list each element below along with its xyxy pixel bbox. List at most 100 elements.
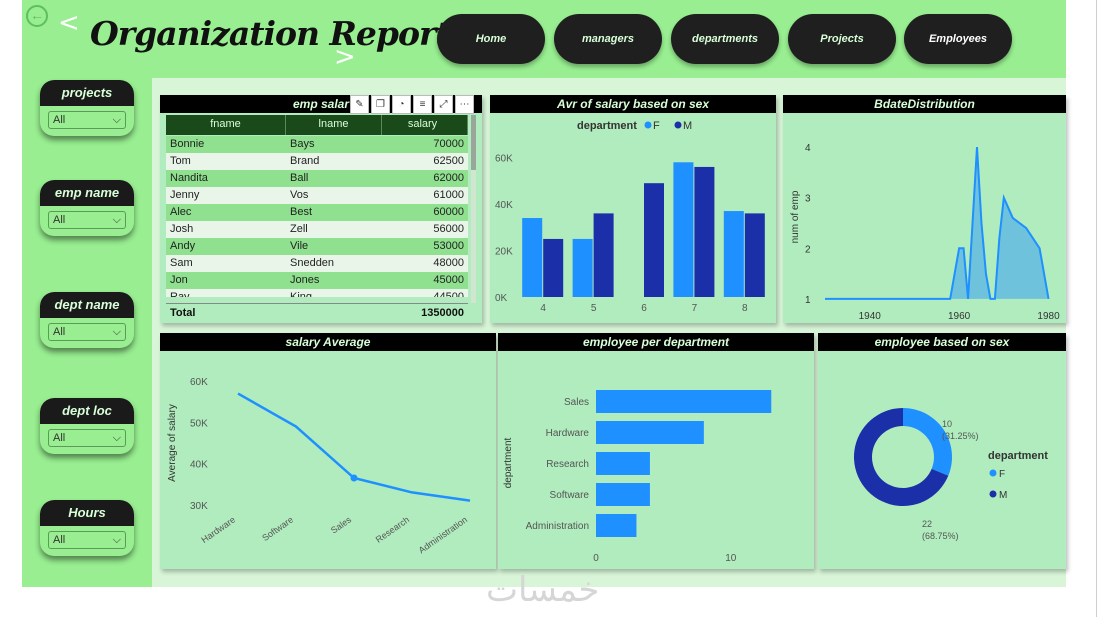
slicer-value: All	[53, 534, 66, 546]
slicer-value: All	[53, 432, 66, 444]
y-tick-label: 4	[805, 143, 811, 154]
table-cell: 62500	[433, 155, 464, 167]
x-tick-label: Sales	[329, 514, 354, 535]
bar-F	[723, 211, 744, 297]
table-cell: 48000	[433, 257, 464, 269]
slicer-dropdown[interactable]: All ⌵	[48, 531, 126, 549]
x-tick-label: Administration	[417, 514, 469, 555]
data-label-value: 10	[942, 419, 952, 429]
table-cell: Jones	[290, 274, 320, 286]
slicer-title: projects	[40, 80, 134, 106]
table-row[interactable]: Tom Brand 62500	[166, 153, 468, 170]
visual-toolbar: ✎ ❐ ◔ ≡ ⤢ ⋯	[350, 95, 474, 115]
expand-icon[interactable]: ⤢	[434, 95, 453, 114]
series-line	[237, 392, 471, 502]
chevron-down-icon: ⌵	[112, 431, 121, 444]
deco-chevron-right: >	[334, 42, 356, 72]
avg-salary-bar-chart: department F M 0K 20K 40K 60K 4 5 6 7 8	[495, 120, 765, 314]
table-row[interactable]: Jon Jones 45000	[166, 272, 468, 289]
y-tick-label: 40K	[190, 460, 208, 471]
table-row[interactable]: Nandita Ball 62000	[166, 170, 468, 187]
column-header[interactable]: lname	[286, 115, 382, 135]
data-point	[350, 474, 358, 482]
legend-label: F	[999, 469, 1005, 480]
total-value: 1350000	[421, 307, 464, 319]
table-cell: 44500	[433, 291, 464, 297]
data-label-pct: (31.25%)	[942, 431, 979, 441]
page-title: Organization Report	[90, 14, 451, 53]
slicer-emp-name: emp name All ⌵	[40, 180, 134, 236]
column-header[interactable]: salary	[382, 115, 468, 135]
y-tick-label: 40K	[495, 200, 513, 211]
x-tick-label: 0	[593, 553, 599, 564]
nav-departments-button[interactable]: departments	[671, 14, 779, 64]
y-tick-label: 20K	[495, 247, 513, 258]
slicer-dropdown[interactable]: All ⌵	[48, 211, 126, 229]
right-edge-line	[1096, 0, 1097, 617]
top-bar: ← < Organization Report > Home managers …	[22, 0, 1066, 78]
nav-home-button[interactable]: Home	[437, 14, 545, 64]
bar	[596, 452, 650, 475]
data-label-value: 22	[922, 519, 932, 529]
table-cell: Ball	[290, 172, 309, 184]
employee-based-on-sex-panel: employee based on sex 10 (31.25%) 22 (68.75…	[818, 333, 1066, 569]
more-icon[interactable]: ⋯	[455, 95, 474, 114]
slicer-dropdown[interactable]: All ⌵	[48, 111, 126, 129]
table-row[interactable]: Alec Best 60000	[166, 204, 468, 221]
column-header[interactable]: fname	[166, 115, 286, 135]
y-tick-label: Hardware	[546, 428, 590, 439]
panel-title: employee per department	[498, 333, 814, 351]
table-cell: 45000	[433, 274, 464, 286]
filter-icon[interactable]: ≡	[413, 95, 432, 114]
table-header: fname lname salary	[166, 115, 468, 135]
table-scrollbar[interactable]	[471, 115, 476, 303]
legend-title: department	[988, 450, 1048, 462]
watermark: خمسات	[486, 570, 600, 610]
scrollbar-thumb[interactable]	[471, 115, 476, 170]
table-cell: Andy	[170, 240, 196, 252]
x-tick-label: 10	[725, 553, 737, 564]
slicer-dept-loc: dept loc All ⌵	[40, 398, 134, 454]
bar-M	[593, 213, 614, 297]
table-row[interactable]: Josh Zell 56000	[166, 221, 468, 238]
table-row[interactable]: Bonnie Bays 70000	[166, 136, 468, 153]
table-row[interactable]: Sam Snedden 48000	[166, 255, 468, 272]
avg-salary-by-sex-panel: Avr of salary based on sex department F M 0…	[490, 95, 776, 323]
slicer-title: dept loc	[40, 398, 134, 424]
y-tick-label: Sales	[564, 397, 589, 408]
slicer-dropdown[interactable]: All ⌵	[48, 429, 126, 447]
chevron-down-icon: ⌵	[112, 213, 121, 226]
x-tick-label: 8	[742, 303, 748, 314]
table-cell: 53000	[433, 240, 464, 252]
table-cell: 62000	[433, 172, 464, 184]
bell-icon[interactable]: ◔	[392, 95, 411, 114]
copy-icon[interactable]: ❐	[371, 95, 390, 114]
y-axis-title: Average of salary	[167, 404, 178, 482]
slicer-value: All	[53, 214, 66, 226]
pin-icon[interactable]: ✎	[350, 95, 369, 114]
nav-employees-button[interactable]: Employees	[904, 14, 1012, 64]
table-row[interactable]: Jenny Vos 61000	[166, 187, 468, 204]
nav-managers-button[interactable]: managers	[554, 14, 662, 64]
nav-projects-button[interactable]: Projects	[788, 14, 896, 64]
table-cell: 60000	[433, 206, 464, 218]
table-cell: King	[290, 291, 313, 297]
employee-per-department-panel: employee per department Sales Hardware Res…	[498, 333, 814, 583]
table-cell: 56000	[433, 223, 464, 235]
bar-M	[644, 183, 664, 297]
y-tick-label: 60K	[495, 154, 513, 165]
back-arrow-icon[interactable]: ←	[26, 5, 48, 27]
slicer-value: All	[53, 114, 66, 126]
table-total-row: Total 1350000	[166, 303, 468, 321]
bar-M	[543, 238, 564, 297]
x-tick-label: 1980	[1037, 311, 1060, 322]
panel-title: Avr of salary based on sex	[490, 95, 776, 113]
table-cell: Sam	[170, 257, 193, 269]
table-row[interactable]: Ray King 44500	[166, 289, 468, 297]
slicer-dropdown[interactable]: All ⌵	[48, 323, 126, 341]
y-tick-label: 60K	[190, 377, 208, 388]
bdate-distribution-panel: BdateDistribution 1234194019601980Yearnu…	[783, 95, 1066, 338]
slicer-value: All	[53, 326, 66, 338]
table-row[interactable]: Andy Vile 53000	[166, 238, 468, 255]
table-cell: Snedden	[290, 257, 335, 269]
